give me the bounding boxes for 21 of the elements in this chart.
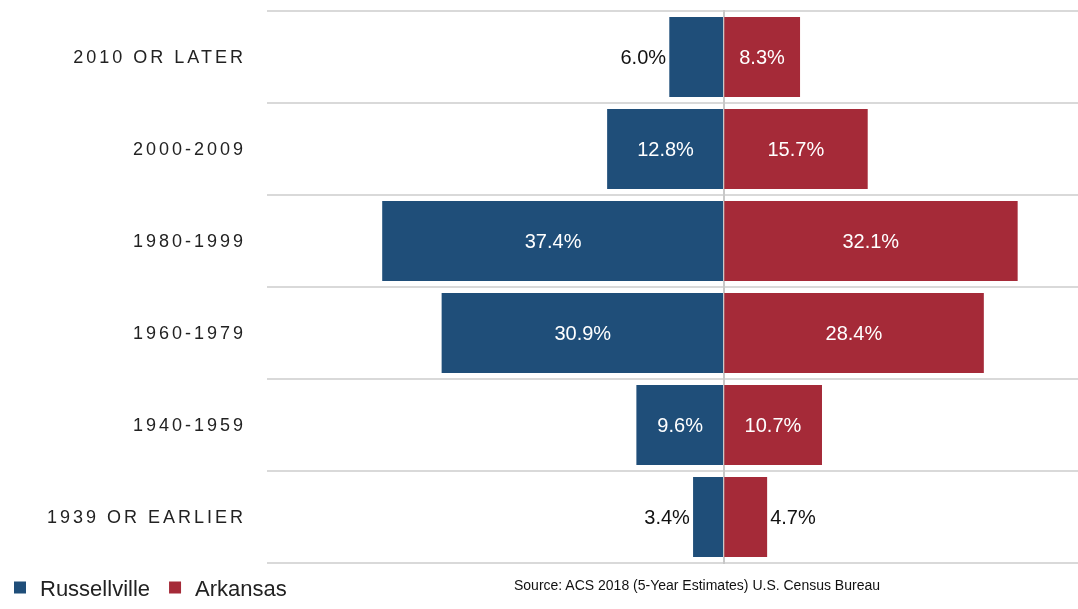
legend-label: Arkansas <box>195 576 287 602</box>
data-label: 32.1% <box>842 230 900 252</box>
data-label: 8.3% <box>739 46 786 68</box>
data-label: 30.9% <box>554 322 612 344</box>
y-tick-label: 1980-1999 <box>132 231 246 252</box>
legend-label: Russellville <box>40 576 151 602</box>
y-tick-label: 2000-2009 <box>132 139 246 160</box>
data-label: 9.6% <box>657 414 704 436</box>
data-label: 4.7% <box>770 506 816 528</box>
data-label: 28.4% <box>825 322 883 344</box>
y-tick-label: 2010 OR LATER <box>73 47 246 68</box>
data-label: 12.8% <box>637 138 695 160</box>
annotation: Source: ACS 2018 (5-Year Estimates) U.S. Census Bureau <box>514 577 880 593</box>
data-label: 10.7% <box>744 414 802 436</box>
data-label: 37.4% <box>524 230 582 252</box>
data-label: 6.0% <box>620 46 667 68</box>
y-tick-label: 1940-1959 <box>132 415 246 436</box>
data-label: 15.7% <box>767 138 825 160</box>
y-tick-label: 1960-1979 <box>132 323 246 344</box>
data-label: 3.4% <box>644 506 691 528</box>
y-tick-label: 1939 OR EARLIER <box>46 507 246 528</box>
